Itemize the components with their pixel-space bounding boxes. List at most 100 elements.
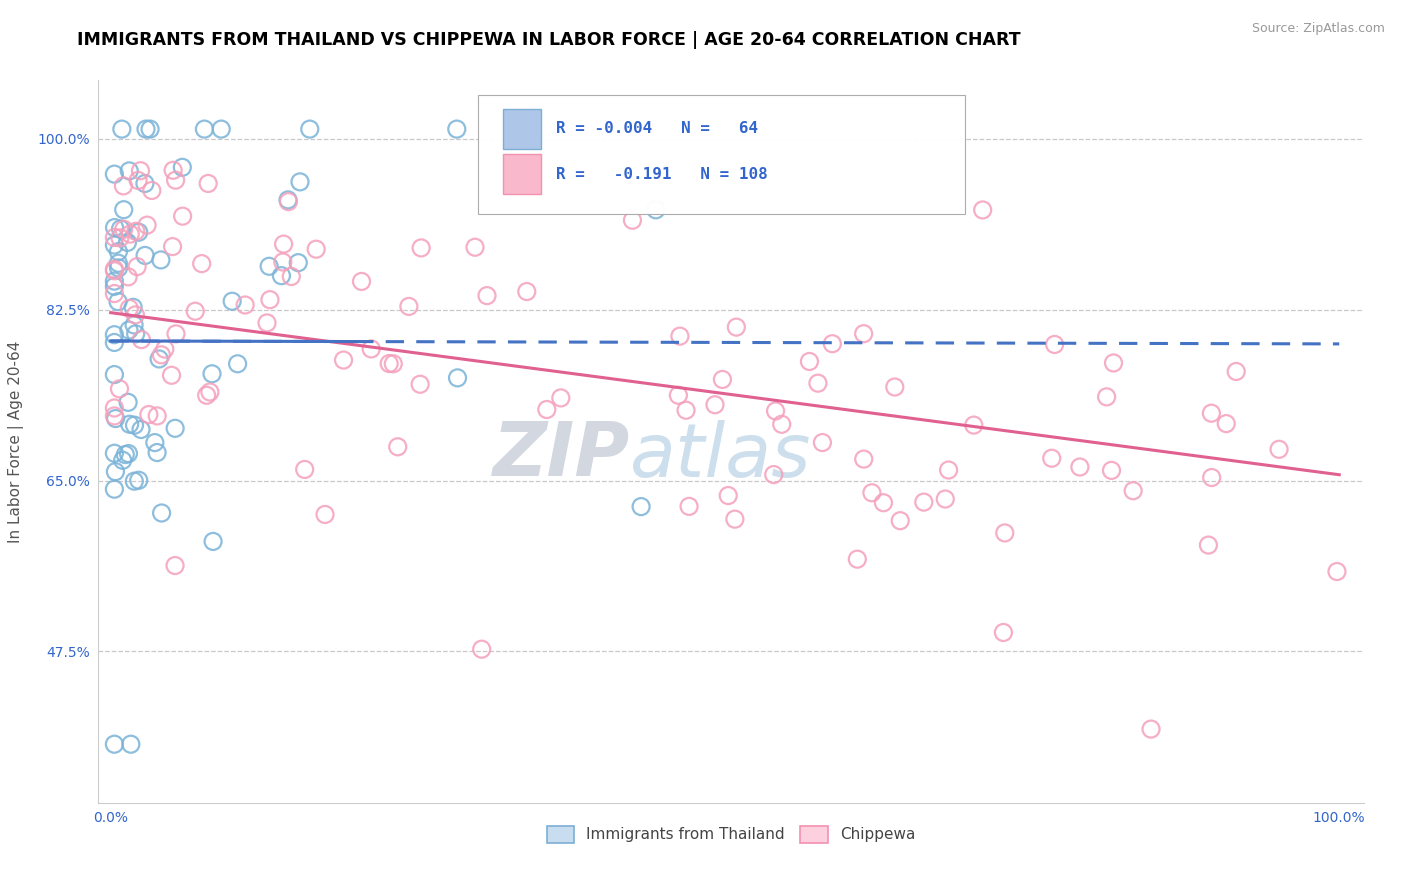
Point	[1043, 337, 1066, 351]
Point	[118, 164, 141, 178]
Point	[1268, 442, 1291, 457]
Point	[305, 242, 328, 256]
Point	[852, 452, 875, 467]
Point	[108, 231, 131, 245]
Point	[165, 558, 187, 573]
Point	[972, 202, 994, 217]
Point	[146, 445, 169, 459]
Point	[117, 235, 139, 250]
Point	[197, 177, 219, 191]
Point	[103, 737, 125, 751]
Point	[516, 285, 538, 299]
Point	[103, 167, 125, 181]
Point	[143, 435, 166, 450]
Point	[1215, 417, 1237, 431]
Point	[938, 463, 960, 477]
Point	[464, 240, 486, 254]
Point	[471, 642, 494, 657]
Point	[104, 465, 127, 479]
Point	[117, 395, 139, 409]
Point	[135, 122, 157, 136]
Point	[125, 224, 148, 238]
Point	[475, 288, 498, 302]
Point	[124, 474, 146, 488]
Point	[1201, 406, 1223, 420]
Point	[770, 417, 793, 432]
Point	[872, 496, 894, 510]
Point	[889, 514, 911, 528]
Point	[107, 244, 129, 259]
Point	[409, 377, 432, 392]
Point	[148, 351, 170, 366]
Point	[165, 173, 187, 187]
Point	[118, 301, 141, 316]
Point	[103, 279, 125, 293]
Point	[122, 318, 145, 332]
Point	[103, 327, 125, 342]
Point	[172, 161, 194, 175]
Point	[259, 293, 281, 307]
Text: R = -0.004   N =   64: R = -0.004 N = 64	[557, 121, 759, 136]
Point	[280, 269, 302, 284]
Point	[446, 122, 468, 136]
Point	[271, 255, 294, 269]
Point	[134, 177, 156, 191]
Point	[112, 202, 135, 217]
Point	[193, 122, 215, 136]
Point	[934, 491, 956, 506]
Point	[287, 255, 309, 269]
Point	[103, 274, 125, 288]
Point	[125, 326, 148, 341]
Point	[360, 342, 382, 356]
Point	[136, 218, 159, 232]
Point	[256, 316, 278, 330]
Point	[704, 398, 727, 412]
Point	[165, 421, 187, 435]
Point	[103, 238, 125, 252]
Point	[860, 485, 883, 500]
Point	[666, 388, 689, 402]
Point	[1095, 390, 1118, 404]
Point	[807, 376, 830, 391]
Point	[150, 506, 173, 520]
Y-axis label: In Labor Force | Age 20-64: In Labor Force | Age 20-64	[7, 341, 24, 542]
Point	[120, 227, 142, 241]
Point	[198, 385, 221, 400]
Point	[233, 298, 256, 312]
Point	[378, 357, 401, 371]
Point	[153, 342, 176, 356]
Point	[678, 500, 700, 514]
Point	[162, 163, 184, 178]
Point	[103, 230, 125, 244]
Point	[103, 446, 125, 460]
Point	[852, 326, 875, 341]
Point	[1140, 722, 1163, 736]
Point	[411, 241, 433, 255]
Point	[963, 418, 986, 433]
Point	[149, 252, 172, 267]
Point	[912, 495, 935, 509]
Point	[134, 248, 156, 262]
Point	[160, 368, 183, 383]
Point	[104, 411, 127, 425]
Point	[221, 294, 243, 309]
Point	[883, 380, 905, 394]
Point	[103, 262, 125, 277]
Point	[1069, 460, 1091, 475]
Point	[184, 304, 207, 318]
Point	[725, 320, 748, 334]
Point	[536, 402, 558, 417]
Point	[110, 222, 132, 236]
Point	[118, 323, 141, 337]
Point	[138, 408, 160, 422]
Point	[127, 173, 149, 187]
Text: R =   -0.191   N = 108: R = -0.191 N = 108	[557, 167, 768, 182]
Point	[1225, 364, 1247, 378]
Point	[127, 260, 149, 274]
Point	[107, 256, 129, 270]
Point	[621, 213, 644, 227]
Point	[139, 122, 162, 136]
Point	[103, 335, 125, 350]
Point	[398, 300, 420, 314]
Point	[131, 333, 153, 347]
